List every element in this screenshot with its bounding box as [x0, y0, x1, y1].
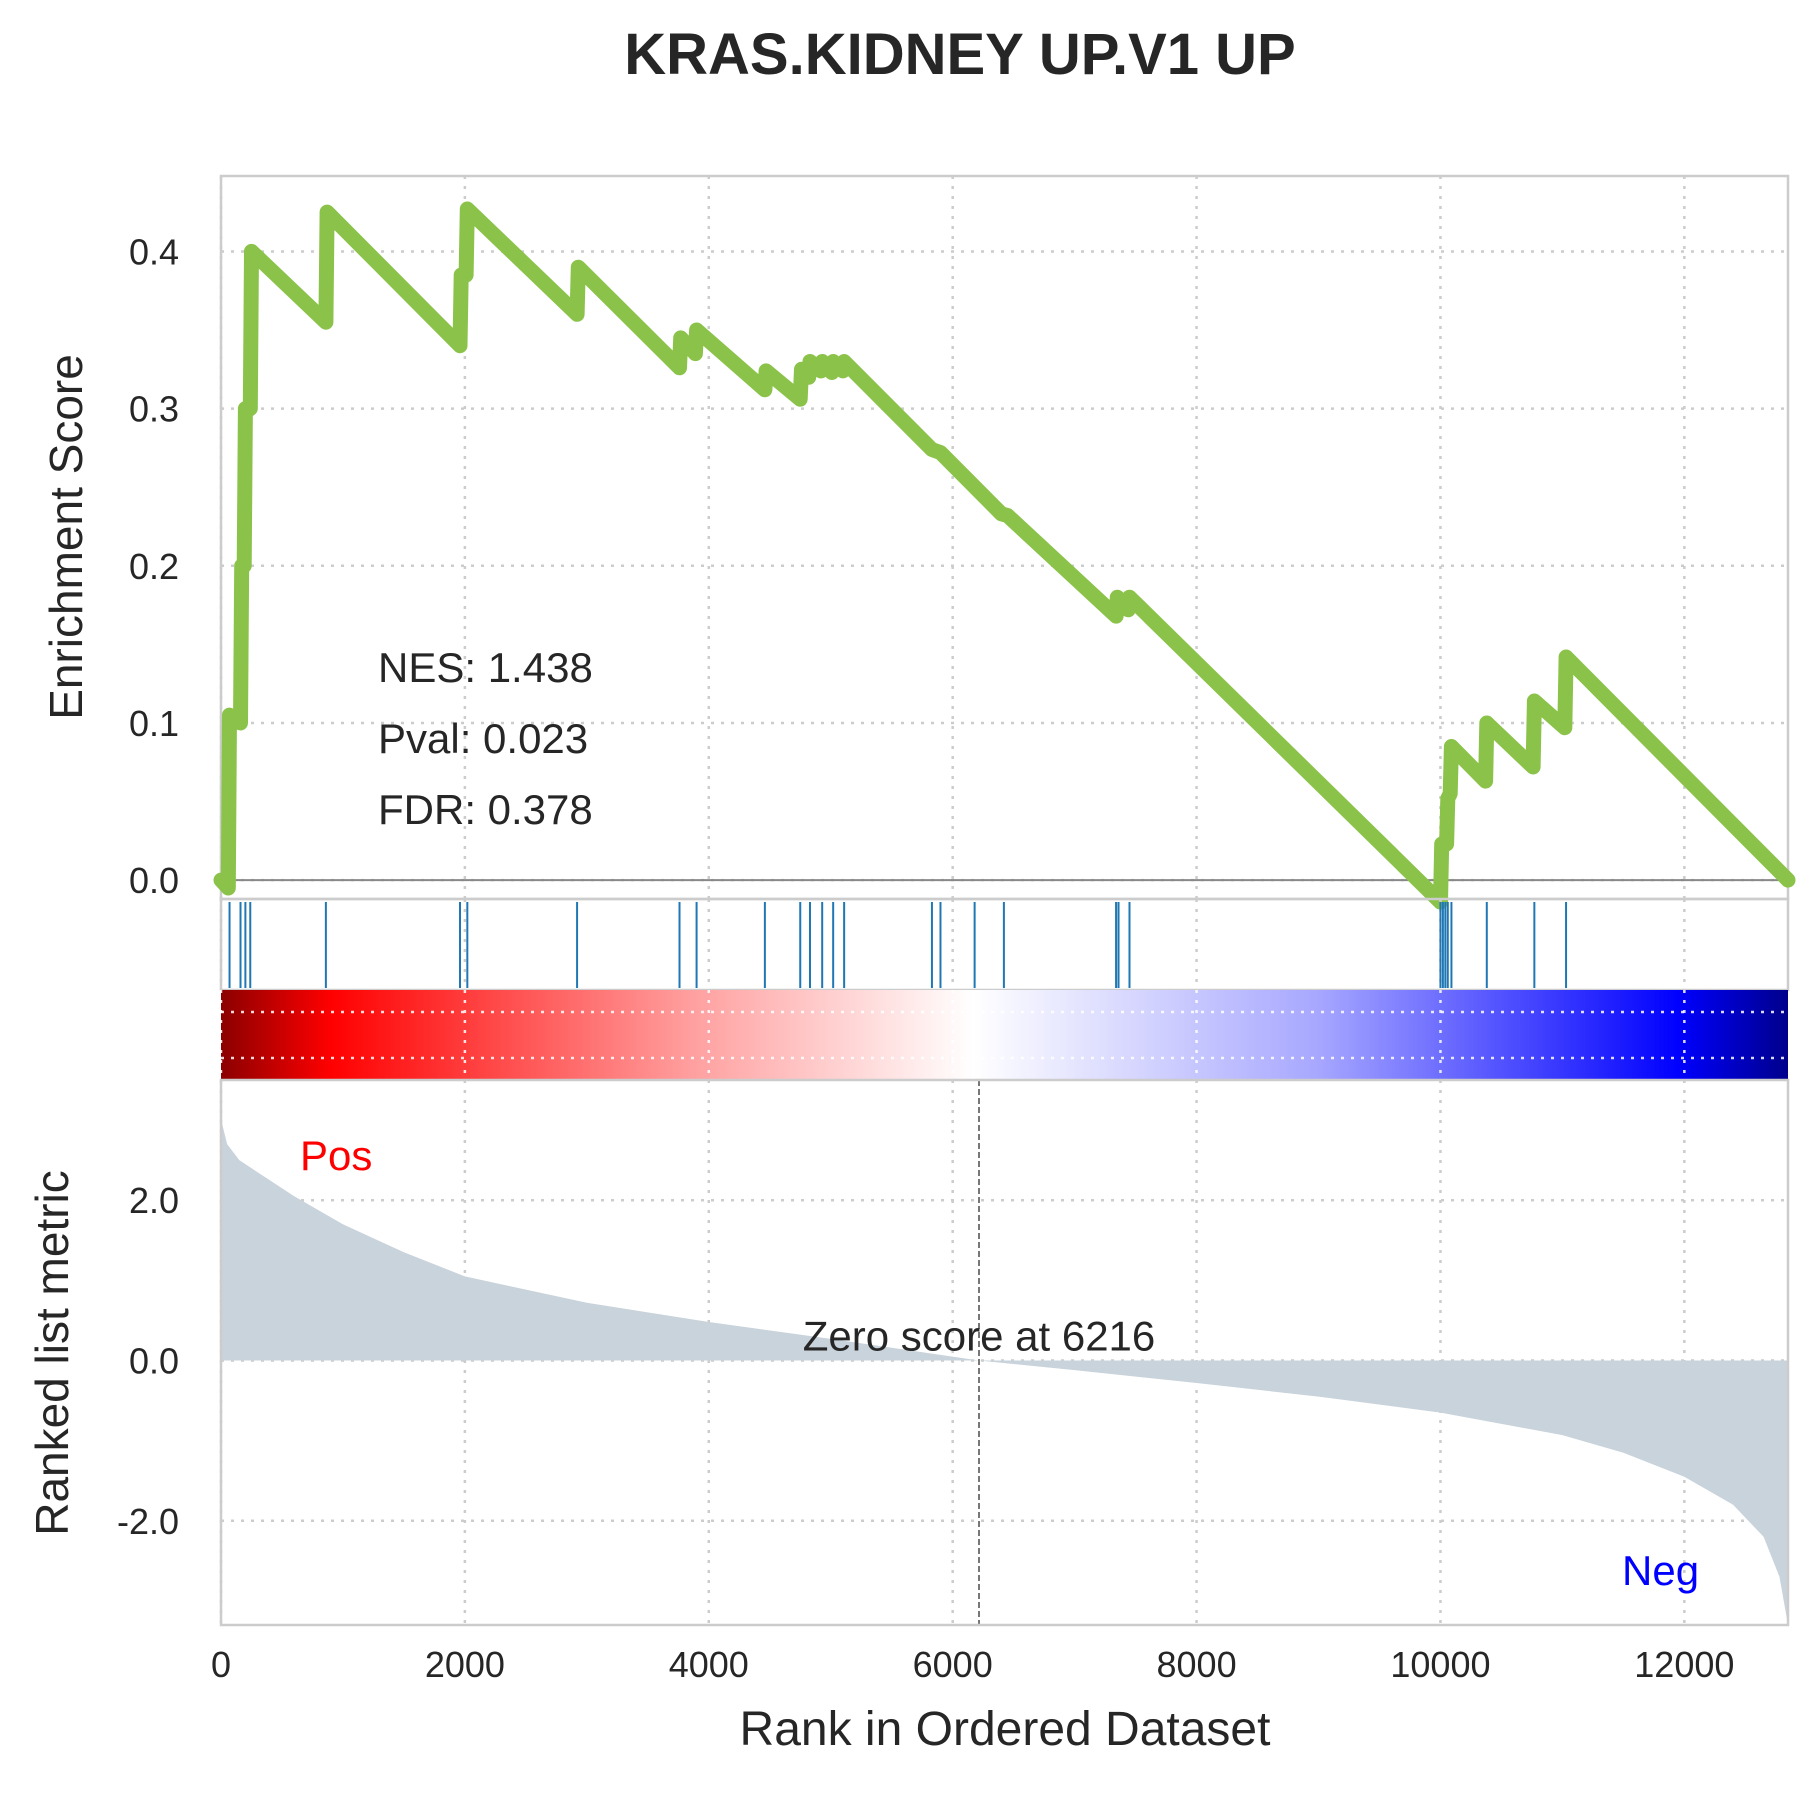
fdr-stat: FDR: 0.378	[378, 786, 593, 833]
rank-y-tick-label: 2.0	[129, 1180, 179, 1221]
x-tick-label: 2000	[425, 1644, 505, 1685]
rank-y-tick-label: 0.0	[129, 1341, 179, 1382]
rank-y-tick-label: -2.0	[117, 1501, 179, 1542]
x-tick-label: 0	[211, 1644, 231, 1685]
heatmap-grid	[219, 990, 1788, 1080]
x-axis-label: Rank in Ordered Dataset	[740, 1703, 1271, 1756]
pos-label: Pos	[300, 1132, 372, 1179]
x-tick-label: 6000	[913, 1644, 993, 1685]
rank-y-axis-label: Ranked list metric	[26, 1170, 78, 1536]
es-y-axis-label: Enrichment Score	[40, 354, 92, 720]
es-y-tick-label: 0.3	[129, 389, 179, 430]
rank-y-ticks: 2.0 0.0 -2.0	[117, 1180, 179, 1542]
zero-score-label: Zero score at 6216	[803, 1313, 1156, 1360]
x-tick-label: 4000	[669, 1644, 749, 1685]
x-tick-label: 8000	[1157, 1644, 1237, 1685]
x-ticks: 0 2000 4000 6000 8000 10000 12000	[211, 1644, 1734, 1685]
es-y-tick-label: 0.1	[129, 703, 179, 744]
es-y-ticks: 0.0 0.1 0.2 0.3 0.4	[129, 231, 179, 901]
es-y-tick-label: 0.0	[129, 860, 179, 901]
nes-stat: NES: 1.438	[378, 644, 593, 691]
es-y-tick-label: 0.2	[129, 546, 179, 587]
rank-panel-frame	[219, 1078, 1790, 1627]
x-tick-label: 10000	[1390, 1644, 1490, 1685]
es-y-tick-label: 0.4	[129, 231, 179, 272]
chart-title: KRAS.KIDNEY UP.V1 UP	[624, 22, 1296, 87]
x-tick-label: 12000	[1634, 1644, 1734, 1685]
hits-panel	[219, 897, 1790, 992]
hit-grid	[219, 899, 1686, 990]
es-line	[213, 201, 1796, 910]
pval-stat: Pval: 0.023	[378, 715, 588, 762]
es-panel: 0.0 0.1 0.2 0.3 0.4 NES: 1.438 Pval: 0.023 F…	[40, 174, 1796, 910]
heatmap-panel	[219, 990, 1788, 1080]
neg-label: Neg	[1622, 1547, 1699, 1594]
hit-lines	[228, 902, 1568, 988]
heatmap-band	[221, 990, 1788, 1080]
ranked-metric-area	[221, 1096, 1788, 1625]
rank-panel: 2.0 0.0 -2.0 Zero score at 6216 Pos Neg Ra…	[26, 1078, 1790, 1627]
